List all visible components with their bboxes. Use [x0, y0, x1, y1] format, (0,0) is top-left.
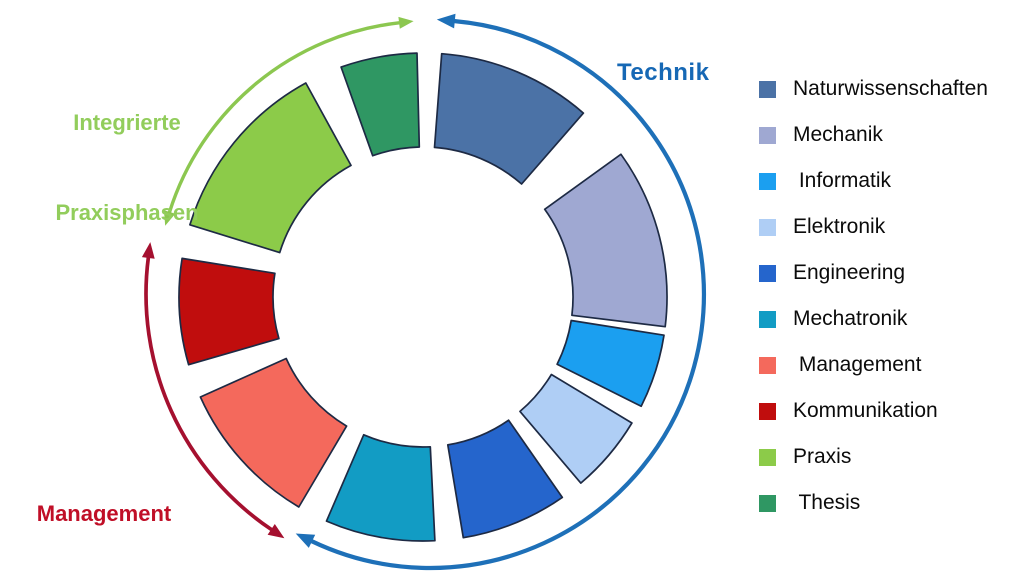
wedge-naturwissenschaften: [433, 52, 585, 185]
legend-label: Informatik: [793, 169, 892, 192]
legend-swatch: [759, 218, 776, 236]
legend-swatch: [759, 126, 776, 144]
praxisphasen-arc-arrowhead-start: [163, 210, 176, 226]
wedge-praxis: [189, 82, 352, 254]
wedge-kommunikation: [178, 257, 280, 366]
wedge-thesis: [340, 52, 421, 157]
wedge-management: [199, 357, 348, 508]
legend-item: Kommunikation: [759, 399, 988, 422]
legend-swatch: [759, 356, 776, 374]
legend-item: Praxis: [759, 445, 988, 468]
legend-label: Mechatronik: [793, 307, 908, 330]
group-label-management-kommunikation: Management Kommunikation: [0, 441, 208, 579]
legend-label: Management: [793, 353, 922, 376]
legend-swatch: [759, 80, 776, 98]
legend-label: Thesis: [793, 491, 861, 514]
legend-item: Thesis: [759, 491, 988, 514]
legend-item: Informatik: [759, 169, 988, 192]
praxisphasen-arc: [167, 21, 401, 214]
praxisphasen-arc-arrowhead-end: [398, 16, 414, 29]
legend-item: Management: [759, 353, 988, 376]
legend-swatch: [759, 448, 776, 466]
technik-arc-arrowhead-start: [436, 13, 456, 29]
legend-item: Engineering: [759, 261, 988, 284]
legend-swatch: [759, 172, 776, 190]
wedge-engineering: [446, 419, 564, 539]
legend-item: Naturwissenschaften: [759, 77, 988, 100]
legend-item: Elektronik: [759, 215, 988, 238]
group-label-praxisphasen-line2: Praxisphasen: [55, 200, 199, 225]
legend: Naturwissenschaften Mechanik Informatik …: [759, 77, 988, 540]
legend-label: Engineering: [793, 261, 906, 284]
legend-label: Praxis: [793, 445, 852, 468]
wedge-mechanik: [543, 153, 668, 328]
legend-item: Mechatronik: [759, 307, 988, 330]
group-label-praxisphasen-line1: Integrierte: [73, 110, 181, 135]
legend-swatch: [759, 494, 776, 512]
legend-swatch: [759, 310, 776, 328]
wedge-mechatronik: [325, 433, 436, 542]
group-label-praxisphasen: Integrierte Praxisphasen: [20, 48, 234, 288]
technik-arc-arrowhead-end: [295, 533, 316, 548]
management-arc: [144, 256, 274, 532]
management-arc-arrowhead-end: [141, 242, 155, 259]
group-label-management-line1: Management: [36, 501, 172, 526]
legend-label: Kommunikation: [793, 399, 938, 422]
management-arc-arrowhead-start: [267, 524, 285, 539]
legend-label: Mechanik: [793, 123, 883, 146]
legend-label: Elektronik: [793, 215, 886, 238]
technik-arc: [309, 19, 706, 571]
legend-item: Mechanik: [759, 123, 988, 146]
legend-label: Naturwissenschaften: [793, 77, 988, 100]
group-label-technik: Technik: [617, 59, 710, 86]
wedge-informatik: [556, 319, 665, 408]
wedge-elektronik: [519, 373, 633, 484]
legend-swatch: [759, 264, 776, 282]
legend-swatch: [759, 402, 776, 420]
